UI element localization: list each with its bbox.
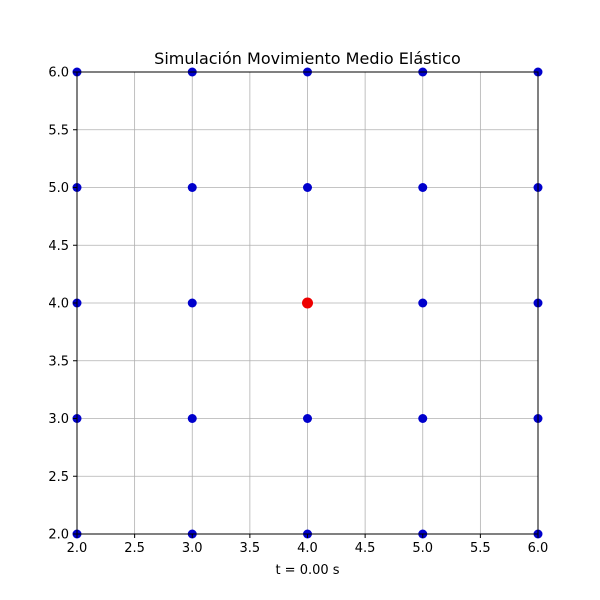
x-tick-label: 2.5 xyxy=(124,541,145,556)
x-tick-label: 5.0 xyxy=(412,541,433,556)
blue-point xyxy=(303,414,312,423)
x-tick-label: 3.0 xyxy=(182,541,203,556)
y-tick-label: 2.0 xyxy=(48,528,69,543)
y-tick-label: 5.5 xyxy=(48,123,69,138)
data-points xyxy=(72,67,543,539)
x-tick-label: 4.5 xyxy=(355,541,376,556)
x-tick-label: 4.0 xyxy=(297,541,318,556)
chart-title: Simulación Movimiento Medio Elástico xyxy=(154,49,461,68)
y-tick-label: 2.5 xyxy=(48,470,69,485)
blue-point xyxy=(187,414,197,423)
blue-point xyxy=(418,414,428,423)
red-point xyxy=(302,297,313,309)
blue-point xyxy=(187,183,197,192)
x-tick-label: 3.5 xyxy=(240,541,261,556)
x-tick-label: 2.0 xyxy=(67,541,88,556)
blue-point xyxy=(418,298,428,308)
y-tick-label: 3.0 xyxy=(48,412,69,427)
blue-point xyxy=(303,183,312,192)
x-tick-label: 6.0 xyxy=(528,541,549,556)
y-tick-label: 5.0 xyxy=(48,181,69,196)
y-tick-label: 4.0 xyxy=(48,297,69,312)
x-tick-label: 5.5 xyxy=(470,541,491,556)
x-axis-label: t = 0.00 s xyxy=(275,563,339,578)
blue-point xyxy=(418,183,428,192)
blue-point xyxy=(187,298,197,308)
y-tick-label: 6.0 xyxy=(48,66,69,81)
y-tick-label: 4.5 xyxy=(48,239,69,254)
y-tick-label: 3.5 xyxy=(48,354,69,369)
axes-ticks: 2.0 2.5 3.0 3.5 4.0 4.5 5.0 5.5 6.0 2.0 2.5 3.0 3.5 4… xyxy=(48,66,548,557)
